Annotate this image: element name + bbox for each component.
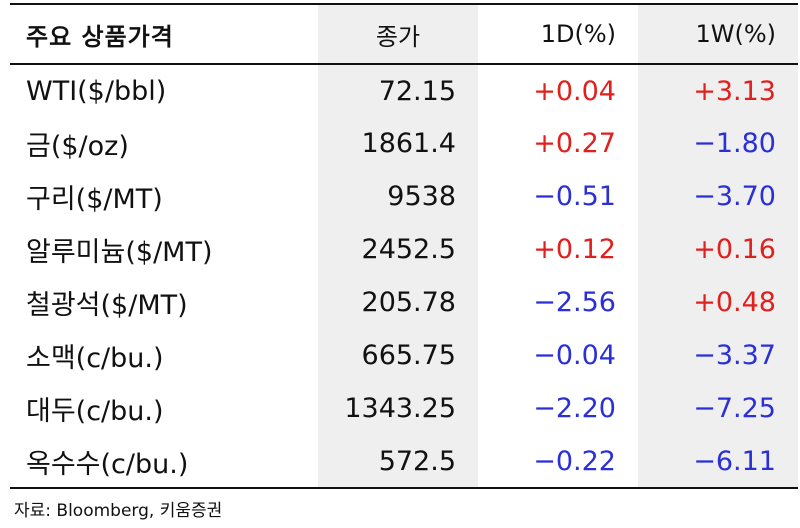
close-price: 665.75 bbox=[318, 329, 478, 382]
header-1w-change: 1W(%) bbox=[638, 4, 798, 65]
table-row: 구리($/MT) 9538 −0.51 −3.70 bbox=[10, 170, 798, 223]
change-1d: −2.20 bbox=[533, 393, 616, 424]
commodity-name: WTI($/bbl) bbox=[26, 75, 167, 107]
commodity-name: 금($/oz) bbox=[26, 131, 129, 162]
table-row: 소맥(c/bu.) 665.75 −0.04 −3.37 bbox=[10, 329, 798, 382]
change-1d: −0.04 bbox=[533, 340, 616, 371]
source-note: 자료: Bloomberg, 키움증권 bbox=[14, 501, 223, 521]
commodity-name: 소맥(c/bu.) bbox=[26, 343, 164, 374]
header-commodity: 주요 상품가격 bbox=[10, 4, 318, 65]
commodity-name: 대두(c/bu.) bbox=[26, 396, 164, 427]
table-row: 알루미늄($/MT) 2452.5 +0.12 +0.16 bbox=[10, 223, 798, 276]
commodity-price-table: 주요 상품가격 종가 1D(%) 1W(%) WTI($/bbl) 72.15 … bbox=[10, 3, 798, 489]
table-row: WTI($/bbl) 72.15 +0.04 +3.13 bbox=[10, 64, 798, 117]
change-1w: −7.25 bbox=[638, 382, 798, 435]
commodity-name: 철광석($/MT) bbox=[26, 290, 188, 321]
change-1w: −3.37 bbox=[638, 329, 798, 382]
close-price: 1343.25 bbox=[318, 382, 478, 435]
change-1w: −6.11 bbox=[638, 435, 798, 488]
change-1d: −0.22 bbox=[533, 445, 616, 477]
table-row: 옥수수(c/bu.) 572.5 −0.22 −6.11 bbox=[10, 435, 798, 488]
change-1w: +0.16 bbox=[638, 223, 798, 276]
close-price: 9538 bbox=[318, 170, 478, 223]
commodity-name: 구리($/MT) bbox=[26, 184, 163, 215]
close-price: 572.5 bbox=[318, 435, 478, 488]
header-close-price: 종가 bbox=[318, 4, 478, 65]
header-1d-change: 1D(%) bbox=[478, 4, 638, 65]
change-1d: −2.56 bbox=[533, 287, 616, 318]
close-price: 1861.4 bbox=[318, 117, 478, 170]
table-header-row: 주요 상품가격 종가 1D(%) 1W(%) bbox=[10, 4, 798, 65]
change-1d: +0.12 bbox=[533, 234, 616, 265]
table-row: 금($/oz) 1861.4 +0.27 −1.80 bbox=[10, 117, 798, 170]
change-1d: −0.51 bbox=[533, 181, 616, 212]
commodity-name: 옥수수(c/bu.) bbox=[26, 448, 189, 480]
change-1w: −1.80 bbox=[638, 117, 798, 170]
change-1d: +0.04 bbox=[533, 75, 616, 107]
change-1w: −3.70 bbox=[638, 170, 798, 223]
table-row: 철광석($/MT) 205.78 −2.56 +0.48 bbox=[10, 276, 798, 329]
close-price: 72.15 bbox=[318, 64, 478, 117]
change-1w: +3.13 bbox=[638, 64, 798, 117]
change-1w: +0.48 bbox=[638, 276, 798, 329]
change-1d: +0.27 bbox=[533, 128, 616, 159]
commodity-name: 알루미늄($/MT) bbox=[26, 237, 213, 268]
close-price: 205.78 bbox=[318, 276, 478, 329]
table-row: 대두(c/bu.) 1343.25 −2.20 −7.25 bbox=[10, 382, 798, 435]
close-price: 2452.5 bbox=[318, 223, 478, 276]
